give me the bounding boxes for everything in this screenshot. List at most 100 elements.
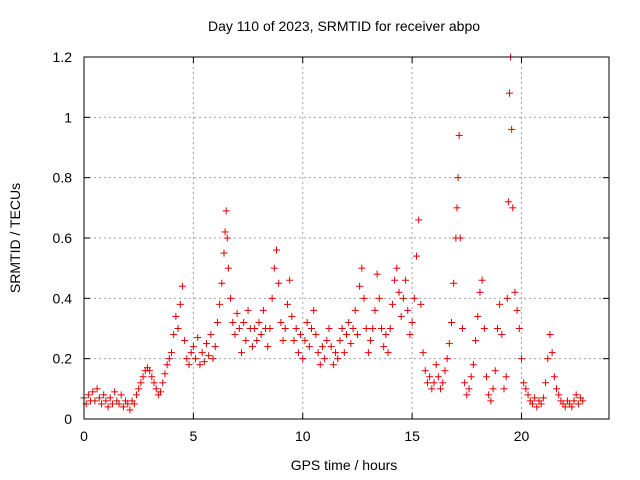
data-point bbox=[397, 312, 405, 320]
data-point bbox=[248, 343, 256, 351]
data-point bbox=[458, 325, 466, 332]
data-point bbox=[555, 391, 563, 399]
data-point bbox=[546, 331, 554, 339]
data-point bbox=[126, 406, 134, 414]
data-point bbox=[318, 343, 326, 351]
data-point bbox=[434, 373, 442, 381]
data-point bbox=[174, 325, 182, 332]
data-point bbox=[334, 355, 342, 363]
data-point bbox=[119, 403, 127, 411]
data-point bbox=[253, 337, 261, 345]
data-point bbox=[98, 400, 105, 408]
data-point bbox=[455, 131, 463, 139]
data-point bbox=[498, 331, 506, 339]
data-point bbox=[502, 373, 510, 381]
data-point bbox=[290, 337, 298, 345]
data-point bbox=[572, 391, 580, 399]
data-point bbox=[524, 391, 532, 399]
data-point bbox=[312, 331, 320, 339]
data-point bbox=[124, 400, 132, 408]
data-point bbox=[542, 379, 550, 387]
data-point bbox=[233, 309, 241, 317]
data-point bbox=[292, 325, 300, 332]
data-point bbox=[189, 343, 197, 351]
data-point bbox=[183, 355, 191, 363]
data-point bbox=[382, 331, 390, 339]
data-point bbox=[91, 397, 99, 405]
data-point bbox=[356, 282, 364, 290]
data-point bbox=[277, 318, 285, 326]
data-point bbox=[139, 373, 147, 381]
data-point bbox=[221, 228, 229, 236]
axis-ticks bbox=[83, 56, 609, 420]
data-point bbox=[159, 379, 167, 387]
y-tick-label: 0.6 bbox=[53, 230, 73, 246]
data-point bbox=[323, 337, 331, 345]
data-point bbox=[229, 318, 237, 326]
data-point bbox=[264, 343, 272, 351]
data-point bbox=[432, 361, 440, 369]
data-point bbox=[478, 276, 486, 284]
data-point bbox=[426, 373, 434, 381]
data-point bbox=[316, 361, 324, 369]
data-point bbox=[238, 349, 245, 357]
data-point bbox=[321, 355, 329, 363]
data-point bbox=[430, 379, 438, 387]
data-point bbox=[423, 379, 431, 387]
data-point bbox=[378, 325, 385, 332]
data-point bbox=[474, 312, 482, 320]
data-point bbox=[244, 306, 252, 314]
data-point bbox=[574, 400, 582, 408]
data-point bbox=[222, 207, 230, 215]
data-point bbox=[266, 325, 274, 332]
data-point bbox=[108, 400, 116, 408]
data-point bbox=[487, 397, 495, 405]
data-point bbox=[161, 370, 169, 378]
data-point bbox=[489, 385, 497, 393]
data-point bbox=[170, 331, 178, 339]
data-point bbox=[329, 361, 337, 369]
data-point bbox=[404, 306, 412, 314]
data-point bbox=[213, 318, 221, 326]
data-point bbox=[509, 204, 517, 212]
data-point bbox=[531, 394, 539, 402]
data-point bbox=[375, 294, 383, 302]
data-point bbox=[496, 300, 504, 308]
data-point bbox=[553, 385, 560, 393]
data-point bbox=[500, 385, 508, 393]
y-tick-label: 1.2 bbox=[53, 49, 73, 65]
data-point bbox=[297, 331, 305, 339]
y-axis-label: SRMTID / TECUs bbox=[7, 183, 23, 293]
data-point bbox=[550, 373, 558, 381]
x-tick-label: 20 bbox=[514, 428, 530, 444]
data-point bbox=[428, 385, 436, 393]
data-point bbox=[273, 246, 280, 254]
data-point bbox=[347, 340, 355, 348]
data-points bbox=[80, 53, 587, 414]
data-point bbox=[268, 294, 276, 302]
data-point bbox=[275, 279, 283, 287]
data-point bbox=[104, 403, 112, 411]
data-point bbox=[325, 325, 333, 332]
data-point bbox=[544, 355, 552, 363]
data-point bbox=[358, 264, 366, 272]
data-point bbox=[380, 343, 388, 351]
data-point bbox=[327, 343, 335, 351]
data-point bbox=[242, 337, 250, 345]
data-point bbox=[437, 385, 445, 393]
data-point bbox=[294, 349, 302, 357]
data-point bbox=[314, 349, 322, 357]
data-point bbox=[270, 264, 278, 272]
data-point bbox=[130, 400, 138, 408]
data-point bbox=[561, 403, 569, 411]
data-point bbox=[463, 391, 471, 399]
data-point bbox=[395, 288, 403, 296]
data-point bbox=[216, 300, 224, 308]
data-point bbox=[548, 349, 556, 357]
data-point bbox=[522, 385, 530, 393]
data-point bbox=[456, 234, 464, 242]
data-point bbox=[504, 198, 512, 206]
data-point bbox=[192, 355, 200, 363]
data-point bbox=[152, 385, 160, 393]
